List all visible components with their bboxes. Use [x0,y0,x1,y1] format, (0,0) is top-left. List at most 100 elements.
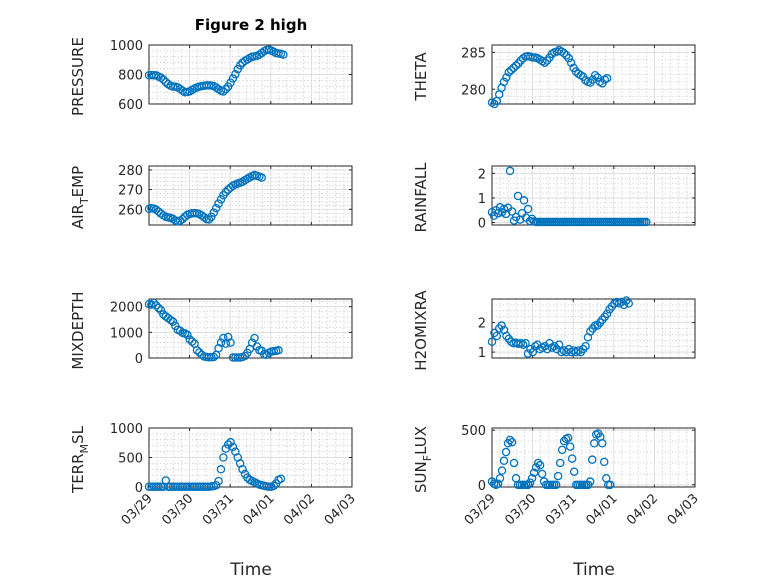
data-point [525,478,535,487]
data-point [495,203,505,212]
data-point [599,457,609,467]
y-axis-label: THETA [412,52,430,102]
data-point [228,74,238,83]
data-point [211,480,221,490]
data-point [537,469,547,479]
data-point [279,50,288,59]
data-point [151,301,161,310]
data-point [563,433,573,443]
data-point [533,458,543,468]
axes-frame [491,427,696,488]
data-point [555,458,565,468]
data-point [551,480,561,490]
x-axis-label-left: Time [229,560,272,580]
data-point [238,465,247,474]
data-point [209,352,219,362]
data-point [216,195,226,204]
y-tick-label: 1000 [110,39,143,54]
data-point [211,203,221,213]
data-point [506,65,516,75]
data-point [507,207,517,216]
y-tick-label: 0 [135,352,143,367]
subplot-mixdepth: 0 1000 2000 MIXDEPTH [69,291,353,370]
data-point [221,85,231,94]
y-tick-label: 0 [478,479,486,494]
data-point [566,58,576,67]
data-point [180,212,190,221]
axes-box [148,298,353,359]
data-point [149,298,159,308]
data-point [523,349,533,358]
data-point [192,346,202,355]
data-point [554,340,564,349]
data-point [527,474,537,483]
data-point [214,199,223,208]
data-point [597,439,607,448]
y-tick-label: 2 [478,167,486,182]
y-tick-label: 280 [118,164,143,179]
data-point [553,471,563,481]
data-point [565,442,575,451]
y-tick-label: 800 [118,69,143,84]
data-point [497,466,507,475]
data-point [219,87,228,96]
y-tick-label: 1 [478,346,486,361]
data-point [513,191,523,201]
data-point [231,69,240,79]
data-point [602,73,612,83]
y-tick-label: 0 [135,481,143,496]
y-tick-label: 500 [118,452,143,467]
y-tick-label: 600 [118,98,143,113]
data-point [590,70,600,80]
y-axis-label: MIXDEPTH [69,291,87,369]
data-point [619,300,629,310]
y-tick-label: 260 [118,203,143,218]
axes-box [491,427,696,488]
data-point [185,335,195,344]
data-point [602,309,612,318]
data-point [175,326,185,336]
y-axis-label: H2OMIXRA [412,290,430,371]
data-point [156,306,166,315]
data-point [525,216,535,226]
y-tick-label: 1000 [110,422,143,437]
data-point [195,348,204,357]
data-point [219,453,228,462]
data-point [531,463,541,472]
data-point [523,480,533,490]
data-point [204,352,214,362]
data-point [569,467,579,476]
y-axis-label: PRESSURE [69,37,87,116]
data-point [492,331,502,341]
y-tick-label: 2 [478,317,486,332]
axes-frame [148,298,353,359]
data-point [557,445,567,455]
data-point [559,48,569,58]
data-point [204,215,214,224]
data-point [493,208,503,218]
axes-frame [148,165,353,226]
y-axis-label: RAINFALL [412,162,430,233]
axes-frame [148,427,353,488]
y-tick-label: 1000 [110,326,143,341]
data-point [523,204,533,214]
data-point [183,330,192,340]
y-tick-label: 285 [461,46,486,61]
data-point [497,321,506,330]
axes-frame [491,298,696,359]
axes-frame [491,44,696,105]
data-point [223,440,233,449]
data-point [587,455,597,464]
data-point [495,474,505,483]
data-point [567,454,577,463]
data-point [585,477,595,486]
data-point [168,317,178,326]
data-point [209,208,219,217]
data-point [221,187,231,197]
data-point [509,458,519,468]
data-point [269,481,279,491]
data-point [274,346,283,355]
subplot-rainfall: 0 1 2 RAINFALL [412,162,696,233]
data-point [147,300,156,309]
